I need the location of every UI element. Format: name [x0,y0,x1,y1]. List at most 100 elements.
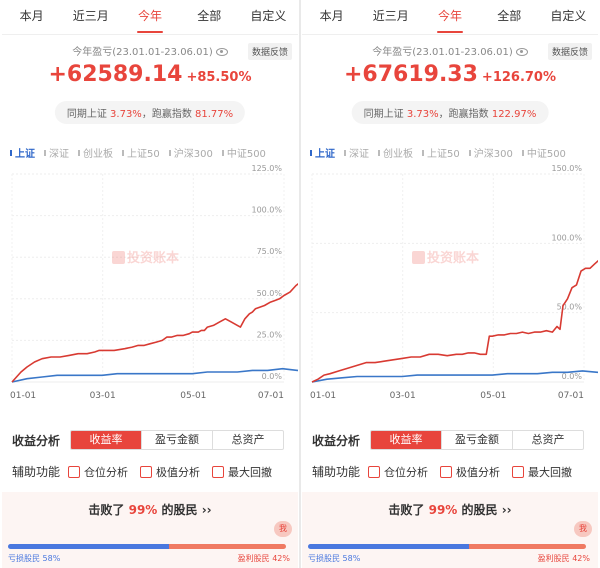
tab-last-3-months[interactable]: 近三月 [372,9,409,23]
index-szse[interactable]: 深证 [44,145,69,160]
investor-distribution-bar [8,544,286,549]
aux-row: 辅助功能 仓位分析 极值分析 最大回撤 [12,463,284,480]
beat-investors-card[interactable]: 击败了 99% 的股民 ›› 我 亏损股民 58% 盈利股民 42% [2,492,298,568]
index-chinext[interactable]: 创业板 [378,145,413,160]
index-chinext[interactable]: 创业板 [78,145,113,160]
extreme-analysis-checkbox[interactable]: 极值分析 [140,464,200,480]
y-tick-label: 50.0% [557,303,583,312]
return-chart-svg: 150.0% 100.0% 50.0% 0.0% 01-01 03-01 05-01 07-0… [310,164,598,401]
data-feedback-button[interactable]: 数据反馈 [247,43,292,60]
index-marker-icon [521,149,524,156]
index-label: 深证 [349,149,369,160]
index-sse[interactable]: 上证 [310,145,335,160]
max-drawdown-checkbox[interactable]: 最大回撤 [512,464,572,480]
profit-amount-button[interactable]: 盈亏金额 [441,431,512,449]
y-tick-label: 150.0% [551,164,582,173]
index-marker-icon [221,149,224,156]
x-tick-label: 05-01 [180,391,206,401]
profit-percent: +85.50% [186,70,252,85]
aux-row: 辅助功能 仓位分析 极值分析 最大回撤 [312,463,584,480]
win-investors-label: 盈利股民 42% [238,553,290,564]
eye-icon[interactable] [515,48,528,56]
index-csi300[interactable]: 沪深300 [168,145,213,160]
index-csi300[interactable]: 沪深300 [468,145,513,160]
tab-last-3-months[interactable]: 近三月 [72,9,109,23]
index-szse[interactable]: 深证 [344,145,369,160]
index-label: 创业板 [83,149,113,160]
beat-investors-card[interactable]: 击败了 99% 的股民 ›› 我 亏损股民 58% 盈利股民 42% [302,492,598,568]
index-marker-icon [44,149,46,156]
profit-summary: +67619.33 +126.70% [302,62,598,87]
index-label: 中证500 [226,149,266,160]
me-marker: 我 [574,521,592,537]
beat-prefix: 击败了 [88,503,125,517]
tab-this-month[interactable]: 本月 [319,9,344,23]
x-tick-label: 03-01 [90,391,116,401]
return-chart[interactable]: 150.0% 100.0% 50.0% 0.0% 01-01 03-01 05-01 07-0… [302,162,598,410]
aux-label: 辅助功能 [12,465,61,479]
return-chart[interactable]: 125.0% 100.0% 75.0% 50.0% 25.0% 0.0% 01-01 03-0… [2,162,298,410]
tab-this-year[interactable]: 今年 [420,0,479,34]
index-marker-icon [422,149,424,156]
index-label: 上证50 [427,149,460,160]
index-marker-icon [10,149,12,156]
y-tick-label: 50.0% [257,289,283,298]
loss-bar [8,544,170,549]
total-assets-button[interactable]: 总资产 [512,431,583,449]
eye-icon[interactable] [215,48,228,56]
index-label: 中证500 [526,149,566,160]
aux-label: 辅助功能 [312,465,361,479]
win-label: 盈利股民 [537,554,570,563]
tab-custom[interactable]: 自定义 [250,9,287,23]
y-tick-label: 100.0% [551,233,582,242]
checkbox-label: 极值分析 [456,465,501,479]
y-tick-label: 25.0% [257,330,283,339]
profit-panel-right: 本月 近三月 今年 全部 自定义 今年盈亏(23.01.01-23.06.01)… [302,0,598,568]
x-tick-label: 07-01 [558,391,584,401]
x-tick-label: 01-01 [10,391,36,401]
compare-sse-pct: 3.73% [406,109,439,120]
me-marker: 我 [274,521,292,537]
index-sse50[interactable]: 上证50 [422,145,460,160]
analysis-row: 收益分析 收益率 盈亏金额 总资产 [12,430,285,450]
return-rate-button[interactable]: 收益率 [371,431,442,449]
compare-sse-pct: 3.73% [110,109,142,120]
period-tabs: 本月 近三月 今年 全部 自定义 [2,0,298,35]
return-rate-button[interactable]: 收益率 [71,431,142,449]
loss-pct: 58% [342,554,361,563]
checkbox-icon [368,465,381,478]
win-investors-label: 盈利股民 42% [538,553,590,564]
index-compare-pill: 同期上证 3.73%，跑赢指数 81.77% [54,101,246,124]
index-selector: 上证 深证 创业板 上证50 沪深300 中证500 [310,145,598,160]
watermark-logo-icon [112,251,125,264]
extreme-analysis-checkbox[interactable]: 极值分析 [440,464,500,480]
total-assets-button[interactable]: 总资产 [212,431,283,449]
y-tick-label: 100.0% [251,206,282,215]
position-analysis-checkbox[interactable]: 仓位分析 [68,464,128,480]
profit-panel-left: 本月 近三月 今年 全部 自定义 今年盈亏(23.01.01-23.06.01)… [2,0,298,568]
max-drawdown-checkbox[interactable]: 最大回撤 [212,464,272,480]
profit-percent: +126.70% [481,70,557,85]
index-csi500[interactable]: 中证500 [221,145,266,160]
tab-custom[interactable]: 自定义 [550,9,587,23]
position-analysis-checkbox[interactable]: 仓位分析 [368,464,428,480]
profit-amount-button[interactable]: 盈亏金额 [141,431,212,449]
watermark: 投资账本 [412,247,479,266]
tab-all[interactable]: 全部 [497,9,522,23]
index-sse50[interactable]: 上证50 [122,145,160,160]
loss-investors-label: 亏损股民 58% [8,553,60,564]
index-label: 创业板 [383,149,413,160]
compare-beat-pct: 81.77% [195,109,234,120]
loss-label: 亏损股民 [308,554,340,563]
data-feedback-button[interactable]: 数据反馈 [547,43,592,60]
tab-this-month[interactable]: 本月 [19,9,44,23]
index-sse[interactable]: 上证 [10,145,35,160]
index-marker-icon [168,149,171,156]
checkbox-label: 仓位分析 [384,465,429,479]
index-csi500[interactable]: 中证500 [521,145,566,160]
tab-this-year[interactable]: 今年 [120,0,179,34]
tab-all[interactable]: 全部 [197,9,222,23]
index-marker-icon [310,149,312,156]
index-marker-icon [468,149,471,156]
watermark-text: 投资账本 [127,251,180,266]
